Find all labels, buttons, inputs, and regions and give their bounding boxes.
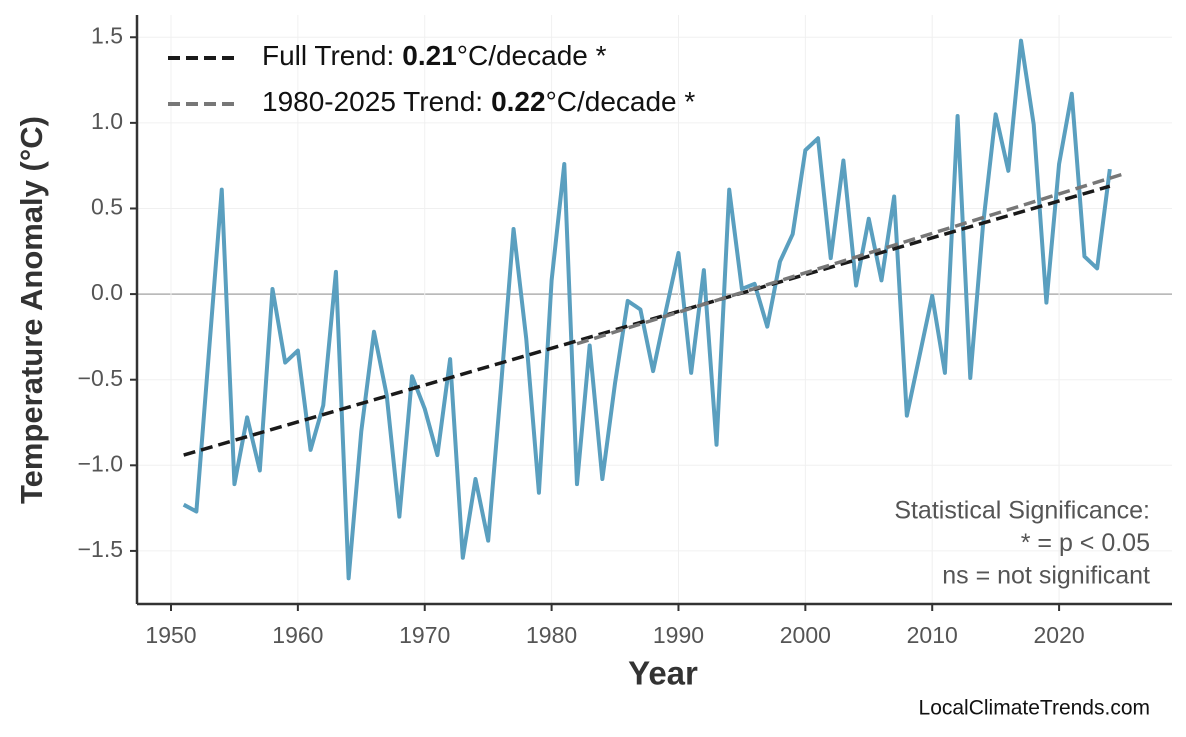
y-tick-label: 1.5 <box>91 22 123 48</box>
legend-label: 1980-2025 Trend: 0.22°C/decade * <box>262 86 695 117</box>
y-tick-label: −1.0 <box>78 450 123 476</box>
y-tick-label: 0.5 <box>91 194 123 220</box>
legend-rate: 0.22 <box>491 86 546 117</box>
annotation: * = p < 0.05 <box>1021 529 1150 557</box>
x-tick-label: 1990 <box>653 622 704 648</box>
x-tick-label: 1960 <box>272 622 323 648</box>
legend-text: Full Trend: <box>262 40 394 71</box>
x-tick-label: 1950 <box>145 622 196 648</box>
x-tick-label: 2010 <box>907 622 958 648</box>
x-tick-label: 1970 <box>399 622 450 648</box>
y-tick-label: 0.0 <box>91 279 123 305</box>
trend-line <box>183 184 1111 457</box>
annotation: Statistical Significance: <box>894 497 1150 525</box>
y-tick-label: −1.5 <box>78 536 123 562</box>
annotation: ns = not significant <box>942 562 1150 590</box>
y-axis-label: Temperature Anomaly (°C) <box>14 116 49 504</box>
data-line <box>182 38 1112 581</box>
source: LocalClimateTrends.com <box>919 697 1150 720</box>
legend-label: Full Trend: 0.21°C/decade * <box>262 40 607 71</box>
legend-unit: °C/decade * <box>457 40 607 71</box>
x-axis-label: Year <box>628 655 698 692</box>
trend-line <box>576 172 1124 346</box>
x-tick-label: 2020 <box>1034 622 1085 648</box>
legend-unit: °C/decade * <box>546 86 696 117</box>
x-tick-label: 1980 <box>526 622 577 648</box>
legend-text: 1980-2025 Trend: <box>262 86 483 117</box>
y-tick-label: 1.0 <box>91 108 123 134</box>
y-tick-label: −0.5 <box>78 365 123 391</box>
x-tick-label: 2000 <box>780 622 831 648</box>
legend-rate: 0.21 <box>402 40 457 71</box>
